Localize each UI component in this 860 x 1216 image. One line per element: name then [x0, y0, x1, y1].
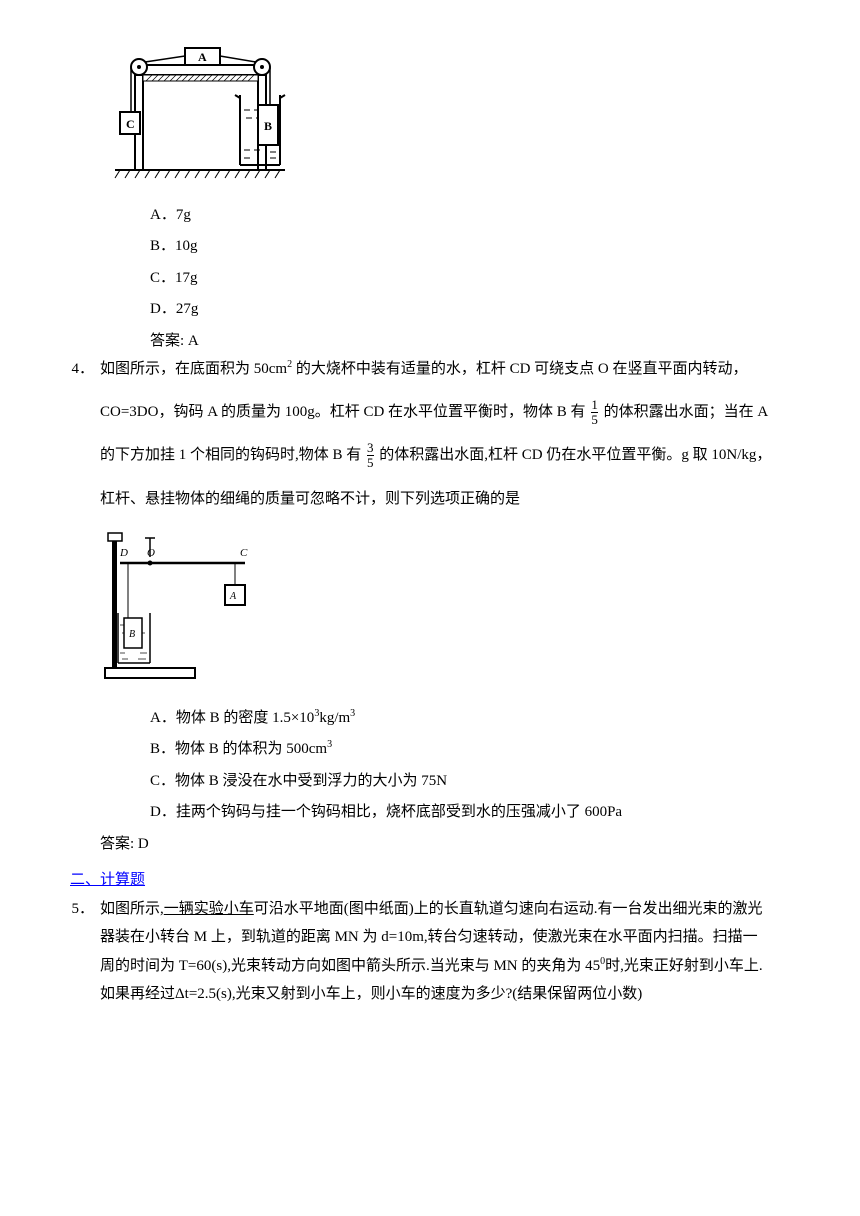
q4-option-B: B．物体 B 的体积为 500cm3	[150, 735, 800, 764]
section-2-header: 二、计算题	[70, 866, 800, 895]
q4-line3: 的下方加挂 1 个相同的钩码时,物体 B 有 35 的体积露出水面,杠杆 CD …	[100, 441, 800, 471]
q5-line4: 如果再经过Δt=2.5(s),光束又射到小车上，则小车的速度为多少?(结果保留两…	[100, 980, 800, 1009]
q5-line3: 周的时间为 T=60(s),光束转动方向如图中箭头所示.当光束与 MN 的夹角为…	[100, 952, 800, 981]
svg-text:A: A	[229, 591, 237, 602]
label-A: A	[198, 50, 207, 64]
q4-line4: 杠杆、悬挂物体的细绳的质量可忽略不计，则下列选项正确的是	[100, 485, 800, 514]
q3-options: A．7g B．10g C．17g D．27g	[150, 201, 800, 324]
figure-lever-stand: O D C B A	[100, 523, 800, 694]
q4-option-A: A．物体 B 的密度 1.5×103kg/m3	[150, 704, 800, 733]
q3-answer: 答案: A	[150, 327, 800, 356]
q4-number: 4．	[60, 355, 100, 384]
q3-option-B: B．10g	[150, 232, 800, 261]
q4-line2: CO=3DO，钩码 A 的质量为 100g。杠杆 CD 在水平位置平衡时，物体 …	[100, 398, 800, 428]
q4-option-D: D．挂两个钩码与挂一个钩码相比，烧杯底部受到水的压强减小了 600Pa	[150, 798, 800, 827]
q4-line1: 4． 如图所示，在底面积为 50cm2 的大烧杯中装有适量的水，杠杆 CD 可绕…	[60, 355, 800, 384]
figure-pulley-apparatus: A C	[110, 40, 800, 191]
q3-option-C: C．17g	[150, 264, 800, 293]
svg-text:B: B	[129, 629, 135, 640]
label-B: B	[264, 119, 272, 133]
q3-option-D: D．27g	[150, 295, 800, 324]
q4-answer: 答案: D	[100, 830, 800, 859]
q5-line2: 器装在小转台 M 上，到轨道的距离 MN 为 d=10m,转台匀速转动，使激光束…	[100, 923, 800, 952]
q3-option-A: A．7g	[150, 201, 800, 230]
q5-number: 5．	[60, 895, 100, 924]
label-C: C	[126, 117, 135, 131]
svg-text:D: D	[119, 547, 128, 559]
svg-text:C: C	[240, 547, 248, 559]
lever-diagram-svg: O D C B A	[100, 523, 260, 683]
pulley-diagram-svg: A C	[110, 40, 290, 180]
q4-options: A．物体 B 的密度 1.5×103kg/m3 B．物体 B 的体积为 500c…	[150, 704, 800, 827]
svg-text:O: O	[147, 547, 155, 559]
q5-line1: 5． 如图所示,一辆实验小车可沿水平地面(图中纸面)上的长直轨道匀速向右运动.有…	[60, 895, 800, 924]
q4-option-C: C．物体 B 浸没在水中受到浮力的大小为 75N	[150, 767, 800, 796]
